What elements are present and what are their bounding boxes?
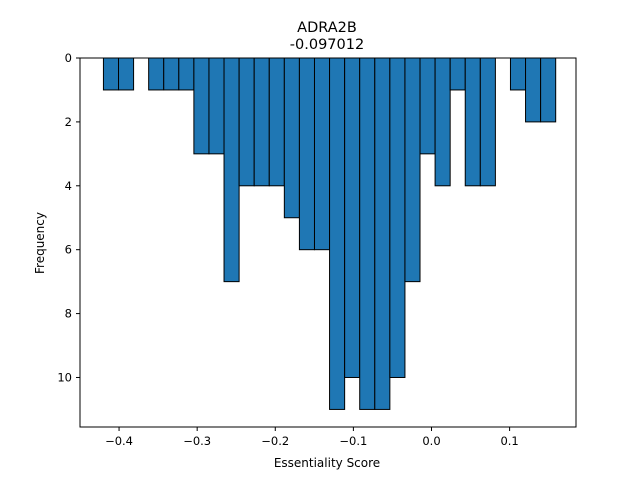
y-tick-label: 2: [65, 115, 72, 129]
histogram-bar: [148, 57, 165, 91]
histogram-bar: [419, 57, 436, 155]
histogram-bar: [208, 57, 225, 155]
histogram-bar: [283, 57, 300, 219]
bars-group: [102, 57, 557, 410]
histogram-bar: [298, 57, 315, 251]
plot-frame: [79, 57, 577, 428]
histogram-bar: [540, 57, 557, 123]
histogram-bar: [525, 57, 542, 123]
y-tick-label: 0: [65, 51, 72, 65]
histogram-bar: [389, 57, 406, 378]
histogram-bar: [509, 57, 527, 91]
histogram-bar: [178, 57, 195, 91]
x-axis-label: Essentiality Score: [274, 456, 380, 470]
histogram-bar: [374, 57, 391, 410]
x-tick-label: −0.1: [339, 434, 367, 448]
histogram-bar: [344, 57, 361, 378]
x-tick-label: 0.0: [422, 434, 440, 448]
histogram-bar: [313, 57, 331, 251]
histogram-bar: [253, 57, 270, 187]
y-tick-label: 8: [65, 307, 72, 321]
histogram-bar: [479, 57, 496, 187]
histogram-bar: [404, 57, 421, 283]
chart-title: ADRA2B: [297, 20, 357, 36]
x-ticks: −0.4 −0.3 −0.2 −0.1 0.0 0.1: [105, 427, 519, 448]
histogram-bar: [238, 57, 255, 187]
y-tick-label: 4: [65, 179, 72, 193]
histogram-bar: [329, 57, 346, 410]
histogram-bar: [102, 57, 120, 91]
x-tick-label: −0.2: [261, 434, 289, 448]
chart-subtitle: -0.097012: [290, 37, 364, 53]
histogram-bar: [223, 57, 240, 283]
histogram-bar: [193, 57, 210, 155]
histogram-bar: [449, 57, 466, 91]
histogram-bar: [434, 57, 451, 187]
histogram-bar: [118, 57, 135, 91]
x-tick-label: −0.3: [183, 434, 211, 448]
histogram-bar: [359, 57, 376, 410]
y-axis-label: Frequency: [33, 212, 47, 274]
x-tick-label: 0.1: [500, 434, 518, 448]
y-ticks: 0 2 4 6 8 10: [57, 51, 80, 384]
histogram-bar: [464, 57, 481, 187]
histogram-bar: [268, 57, 285, 187]
histogram-bar: [163, 57, 180, 91]
y-tick-label: 10: [57, 370, 72, 384]
x-tick-label: −0.4: [105, 434, 133, 448]
y-tick-label: 6: [65, 243, 72, 257]
